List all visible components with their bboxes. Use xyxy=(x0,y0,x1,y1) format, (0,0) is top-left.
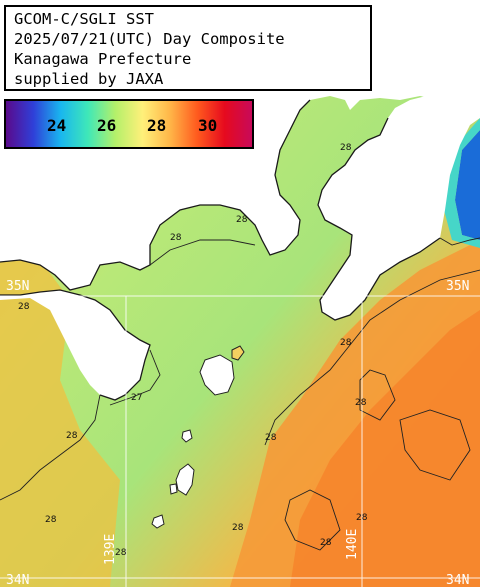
color-scale-legend: 24 26 28 30 xyxy=(4,99,254,149)
land-west xyxy=(0,290,150,400)
islet-north xyxy=(231,345,245,361)
cold-water-region xyxy=(455,130,480,240)
contour-label: 28 xyxy=(265,433,277,443)
title-line-region: Kanagawa Prefecture xyxy=(14,50,192,68)
island-kozu xyxy=(151,514,165,529)
title-box: GCOM-C/SGLI SST 2025/07/21(UTC) Day Comp… xyxy=(4,5,372,91)
contour-28-d xyxy=(284,489,341,551)
island-toshima xyxy=(181,429,193,443)
legend-tick-24: 24 xyxy=(47,116,67,135)
lat-label-34n-right: 34N xyxy=(446,573,469,587)
contour-label: 27 xyxy=(131,393,142,403)
hot-water-region xyxy=(290,310,480,587)
lon-label-140e: 140E xyxy=(345,529,360,560)
contour-28-c xyxy=(359,369,396,421)
contour-label: 28 xyxy=(356,513,368,523)
lon-label-139e: 139E xyxy=(103,534,118,565)
contour-label: 28 xyxy=(340,143,352,153)
west-warm-band xyxy=(0,260,120,587)
lat-label-35n-left: 35N xyxy=(6,279,29,294)
contour-label: 28 xyxy=(45,515,57,525)
contour-label: 28 xyxy=(115,548,127,558)
title-line-date: 2025/07/21(UTC) Day Composite xyxy=(14,30,285,48)
island-niijima xyxy=(175,463,195,496)
legend-tick-30: 30 xyxy=(198,116,218,135)
land-east xyxy=(318,0,480,320)
coastline-north xyxy=(0,99,311,291)
title-line-credit: supplied by JAXA xyxy=(14,70,164,88)
coastline-west xyxy=(0,289,151,401)
contour-28-g xyxy=(149,239,256,266)
graticule xyxy=(0,295,480,587)
island-oshima xyxy=(199,354,235,396)
contour-label: 28 xyxy=(320,538,332,548)
legend-tick-28: 28 xyxy=(147,116,167,135)
contour-28-a xyxy=(0,394,101,501)
coastline-east xyxy=(317,117,441,321)
contour-label: 28 xyxy=(236,215,248,225)
title-line-dataset: GCOM-C/SGLI SST xyxy=(14,10,154,28)
contour-27 xyxy=(109,349,161,406)
contour-label: 28 xyxy=(18,302,30,312)
contour-28-e xyxy=(399,409,471,481)
contour-label: 28 xyxy=(355,398,367,408)
island-shikine xyxy=(169,483,178,495)
contour-28-b xyxy=(264,269,480,446)
lat-label-34n-left: 34N xyxy=(6,573,29,587)
contour-label: 28 xyxy=(170,233,182,243)
contour-label: 28 xyxy=(340,338,352,348)
contour-label: 28 xyxy=(232,523,244,533)
contour-label: 28 xyxy=(66,431,78,441)
contour-28-f xyxy=(439,237,480,246)
lat-label-35n-right: 35N xyxy=(446,279,469,294)
legend-tick-26: 26 xyxy=(97,116,117,135)
